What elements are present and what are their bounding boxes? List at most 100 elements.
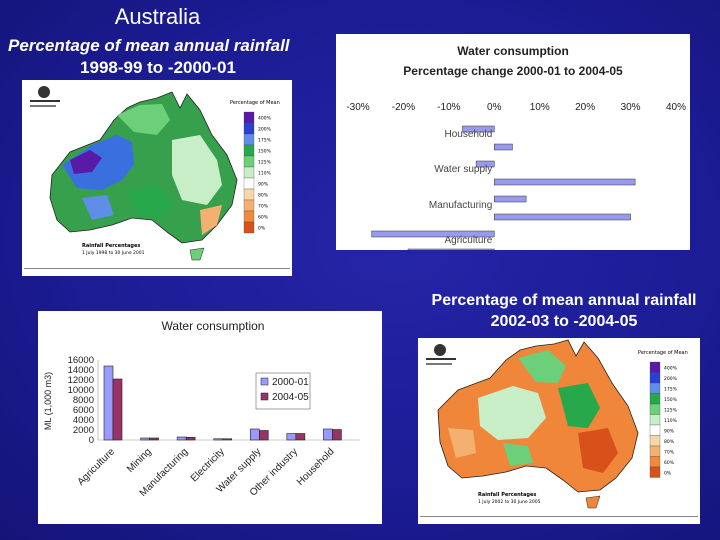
chart2-ytick: 12000	[68, 375, 94, 386]
chart1-category-label: Agriculture	[444, 235, 492, 246]
legend-label: 150%	[258, 149, 272, 155]
chart1-xtick: 40%	[666, 102, 686, 113]
chart1-xtick: 10%	[530, 102, 550, 113]
chart1-bar	[462, 125, 495, 133]
chart1-xtick: -20%	[392, 102, 415, 113]
percent-change-chart: Water consumption Percentage change 2000…	[336, 34, 690, 250]
chart1-bar	[371, 230, 495, 238]
chart2-bar	[176, 436, 187, 441]
chart2-ytick: 8000	[73, 395, 94, 406]
legend-swatch	[243, 188, 255, 201]
legend-swatch	[243, 210, 255, 223]
legend-label: 60%	[258, 215, 269, 221]
bom-logo	[30, 86, 60, 107]
right-subtitle-line1: Percentage of mean annual rainfall	[431, 292, 697, 309]
chart1-category-label: Water supply	[434, 164, 492, 175]
legend-swatch	[649, 424, 661, 436]
chart2-bar	[222, 438, 233, 441]
rainfall-map-1998: Percentage of Mean 400% 200% 175% 150% 125% 1…	[22, 80, 292, 276]
legend-label: 150%	[664, 397, 678, 403]
rainfall-map-2002: Percentage of Mean 400% 200% 175% 150% 125% 1…	[418, 338, 700, 524]
legend-label: 80%	[664, 439, 675, 445]
legend-swatch	[649, 361, 661, 373]
chart1-subtitle: Percentage change 2000-01 to 2004-05	[403, 64, 623, 78]
bom-logo-2	[426, 344, 456, 365]
legend-swatch	[649, 445, 661, 457]
legend-label: 110%	[258, 171, 272, 177]
legend-swatch	[649, 466, 661, 478]
legend-label: 60%	[664, 460, 675, 466]
chart2-bar	[323, 428, 333, 441]
chart1-category-label: Household	[444, 129, 492, 140]
chart1-bar	[407, 248, 495, 250]
chart2-ytick: 10000	[68, 385, 94, 396]
legend-label: 200%	[664, 376, 678, 382]
map-2002-legend: Percentage of Mean 400% 200% 175% 150% 125% 1…	[638, 350, 688, 478]
map-1998-legend-title: Percentage of Mean	[230, 100, 280, 106]
legend-swatch	[649, 435, 661, 447]
chart2-bar	[140, 437, 150, 441]
right-subtitle: Percentage of mean annual rainfall 2002-…	[408, 290, 720, 332]
chart2-bar	[112, 378, 123, 441]
chart1-bar	[494, 195, 527, 203]
chart2-ytick: 14000	[68, 365, 94, 376]
chart1-bar	[494, 213, 631, 221]
legend-label: 400%	[664, 365, 678, 371]
chart2-category-label: Electricity	[189, 446, 227, 484]
legend-label: 125%	[258, 160, 272, 166]
chart2-category-label: Household	[295, 446, 337, 488]
water-consumption-chart: Water consumption ML (1,000 m3) 0 2000 400…	[38, 311, 382, 524]
map-2002-footer-title: Rainfall Percentages	[478, 492, 536, 498]
legend-swatch	[649, 456, 661, 468]
legend-swatch	[243, 111, 255, 124]
legend-swatch	[243, 166, 255, 179]
legend-label: 175%	[258, 138, 272, 144]
water-consumption-svg: Water consumption ML (1,000 m3) 02000400…	[43, 319, 360, 499]
chart2-bar	[103, 365, 114, 441]
chart2-ylabel: ML (1,000 m3)	[43, 372, 53, 430]
legend-label: 175%	[664, 386, 678, 392]
map-1998-legend: Percentage of Mean 400% 200% 175% 150% 125% 1…	[230, 100, 280, 234]
legend-swatch	[243, 155, 255, 168]
chart2-bar	[213, 438, 224, 441]
chart1-bar	[475, 160, 495, 168]
chart1-bar	[494, 143, 513, 151]
legend-label: 110%	[664, 418, 678, 424]
chart1-xtick: -10%	[437, 102, 460, 113]
legend-label: 90%	[258, 182, 269, 188]
chart2-bar	[286, 433, 297, 441]
chart1-xtick: 0%	[487, 102, 502, 113]
legend-swatch	[649, 372, 661, 384]
rainfall-map-1998-graphic: Percentage of Mean 400% 200% 175% 150% 125% 1…	[22, 80, 292, 276]
slide-title: Australia	[114, 4, 201, 29]
legend-swatch	[649, 414, 661, 426]
legend-label: 90%	[664, 428, 675, 434]
chart2-bar	[185, 436, 196, 441]
legend-swatch	[243, 133, 255, 146]
legend-label: 0%	[664, 470, 672, 476]
rainfall-map-2002-graphic: Percentage of Mean 400% 200% 175% 150% 125% 1…	[418, 338, 700, 524]
chart1-xtick: 30%	[621, 102, 641, 113]
legend-swatch	[243, 199, 255, 212]
legend-label: 125%	[664, 407, 678, 413]
percent-change-svg: Water consumption Percentage change 2000…	[346, 44, 686, 250]
chart2-ytick: 0	[89, 435, 94, 446]
legend-label: 70%	[664, 449, 675, 455]
chart2-ytick: 6000	[73, 405, 94, 416]
legend-swatch	[649, 393, 661, 405]
chart2-bar	[295, 433, 306, 441]
left-subtitle-line1: Percentage of mean annual rainfall	[8, 36, 290, 55]
chart2-ytick: 4000	[73, 415, 94, 426]
chart1-bar	[494, 178, 636, 186]
chart1-title: Water consumption	[457, 44, 569, 58]
legend-swatch	[243, 122, 255, 135]
chart2-bar	[258, 430, 269, 441]
legend-swatch	[243, 221, 255, 234]
chart1-xtick: -30%	[346, 102, 369, 113]
map-2002-footer-dates: 1 July 2002 to 30 June 2005	[478, 499, 541, 505]
chart2-legend-label: 2004-05	[272, 392, 309, 403]
chart2-bar	[332, 429, 342, 441]
left-subtitle-line2: 1998-99 to -2000-01	[80, 58, 236, 77]
legend-label: 80%	[258, 193, 269, 199]
map-2002-legend-title: Percentage of Mean	[638, 350, 688, 356]
